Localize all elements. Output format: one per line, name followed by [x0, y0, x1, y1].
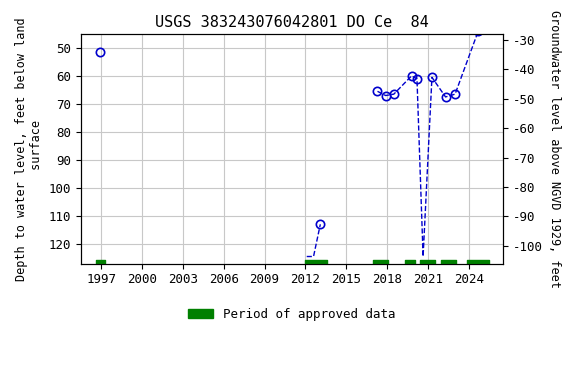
- Title: USGS 383243076042801 DO Ce  84: USGS 383243076042801 DO Ce 84: [155, 15, 429, 30]
- Legend: Period of approved data: Period of approved data: [183, 303, 400, 326]
- Y-axis label: Groundwater level above NGVD 1929, feet: Groundwater level above NGVD 1929, feet: [548, 10, 561, 288]
- Y-axis label: Depth to water level, feet below land
 surface: Depth to water level, feet below land su…: [15, 17, 43, 281]
